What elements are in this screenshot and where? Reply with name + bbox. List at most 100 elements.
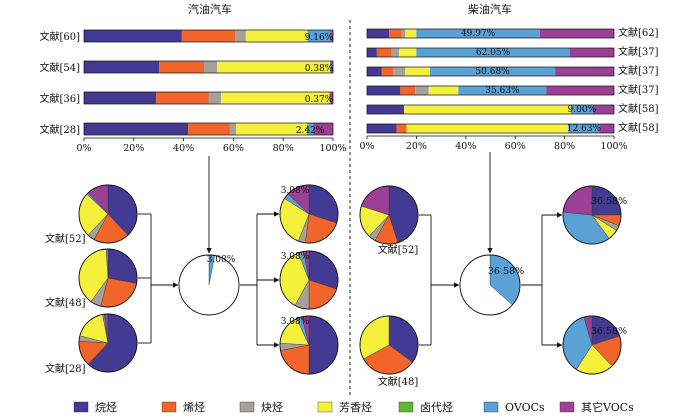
- bar-segment: [236, 123, 308, 135]
- bar-segment: [84, 30, 182, 42]
- legend-label: 炔烃: [261, 401, 283, 414]
- bar-value-label: 35.63%: [485, 86, 520, 96]
- bar-segment: [330, 30, 333, 42]
- x-tick-label: 60%: [505, 141, 526, 152]
- bar-segment: [429, 67, 556, 76]
- bar-segment: [220, 92, 330, 104]
- bar-segment: [416, 48, 570, 57]
- bar-segment: [188, 123, 230, 135]
- bar-segment: [330, 61, 333, 73]
- bar-segment: [235, 30, 246, 42]
- bar-segment: [367, 105, 405, 114]
- bar-segment: [405, 29, 417, 38]
- bar-segment: [569, 48, 614, 57]
- pie-outline: [178, 254, 240, 316]
- bar-segment: [217, 61, 331, 73]
- bar-segment: [367, 48, 377, 57]
- bar-segment: [367, 86, 401, 95]
- bar-segment: [406, 124, 569, 133]
- bar-outline: [366, 66, 615, 77]
- pie-outline: [78, 184, 138, 244]
- pie-outline: [78, 248, 138, 308]
- pie-value-label: 3.08%: [281, 317, 310, 327]
- bar-segment: [599, 124, 614, 133]
- bar-segment: [330, 92, 333, 104]
- x-tick-label: 20%: [123, 143, 144, 154]
- pie-outline: [279, 250, 339, 310]
- bar-segment: [555, 67, 614, 76]
- pie-label: 文献[28]: [45, 362, 86, 375]
- legend-swatch: [73, 401, 89, 413]
- bar-segment: [84, 61, 160, 73]
- pie-outline: [279, 315, 339, 375]
- legend-swatch: [559, 401, 575, 413]
- pie-outline: [279, 184, 339, 244]
- bar-value-label: 62.05%: [476, 48, 511, 58]
- pie-slice: [107, 248, 138, 284]
- bar-segment: [307, 30, 331, 42]
- pie-value-label: 3.08%: [281, 252, 310, 262]
- pie-outline: [562, 315, 622, 375]
- bar-outline: [83, 60, 334, 74]
- bar-row-label: 文献[37]: [618, 45, 659, 58]
- chart-title: 汽油汽车: [188, 2, 232, 16]
- bar-value-label: 12.63%: [567, 124, 602, 134]
- bar-segment: [546, 86, 614, 95]
- bar-segment: [329, 92, 331, 104]
- bar-segment: [330, 61, 331, 73]
- bar-row-label: 文献[62]: [618, 26, 659, 39]
- bar-segment: [539, 29, 614, 38]
- bar-row-label: 文献[37]: [618, 64, 659, 77]
- bar-segment: [401, 29, 406, 38]
- bar-segment: [229, 123, 237, 135]
- bar-outline: [83, 91, 334, 105]
- bar-segment: [391, 48, 400, 57]
- bar-segment: [392, 67, 406, 76]
- bar-segment: [367, 124, 397, 133]
- bar-row-label: 文献[28]: [39, 123, 80, 136]
- legend-swatch: [317, 401, 333, 413]
- legend-label: OVOCs: [505, 401, 545, 414]
- pie-value-label: 3.08%: [207, 255, 236, 265]
- bar-segment: [181, 30, 236, 42]
- bar-value-label: 2.42%: [296, 126, 325, 136]
- bar-segment: [399, 48, 417, 57]
- bar-value-label: 0.38%: [305, 64, 334, 74]
- pie-label: 文献[48]: [45, 296, 86, 309]
- pie-value-label: 3.08%: [281, 186, 310, 196]
- legend-label: 芳香烃: [339, 400, 372, 414]
- pie-outline: [78, 313, 138, 373]
- legend: 烷烃 烯烃 炔烃 芳香烃 卤代烃 OVOCs 其它VOCs: [73, 400, 634, 414]
- pie-outline: [359, 185, 419, 245]
- bar-segment: [307, 123, 314, 135]
- legend-label: 卤代烃: [420, 401, 453, 414]
- legend-swatch: [161, 401, 177, 413]
- bar-segment: [570, 105, 594, 114]
- legend-label: 烷烃: [95, 400, 117, 414]
- bar-value-label: 0.37%: [305, 95, 334, 105]
- bar-row-label: 文献[58]: [618, 121, 659, 134]
- x-tick-label: 100%: [600, 141, 627, 152]
- pie-value-label: 36.58%: [488, 266, 524, 277]
- bar-outline: [366, 28, 615, 39]
- bar-segment: [458, 86, 547, 95]
- bar-segment: [208, 92, 221, 104]
- bar-segment: [156, 92, 209, 104]
- bar-row-label: 文献[54]: [39, 61, 80, 74]
- x-tick-label: 60%: [223, 143, 244, 154]
- pie-charts: 文献[52] 文献[48] 文献[28] 3.08% 3.08% 3.08% 3.08% 文献…: [45, 184, 627, 388]
- legend-swatch: [239, 401, 255, 413]
- pie-label: 文献[48]: [378, 375, 419, 388]
- pie-value-label: 36.58%: [591, 196, 627, 207]
- bar-segment: [367, 29, 390, 38]
- x-tick-label: 80%: [273, 143, 294, 154]
- bar-segment: [405, 67, 430, 76]
- bar-segment: [389, 29, 402, 38]
- pie-label: 文献[52]: [45, 232, 86, 245]
- bar-outline: [366, 85, 615, 96]
- pie-slice: [308, 315, 339, 375]
- x-tick-label: 0%: [359, 141, 374, 152]
- flow-connectors: [138, 152, 563, 348]
